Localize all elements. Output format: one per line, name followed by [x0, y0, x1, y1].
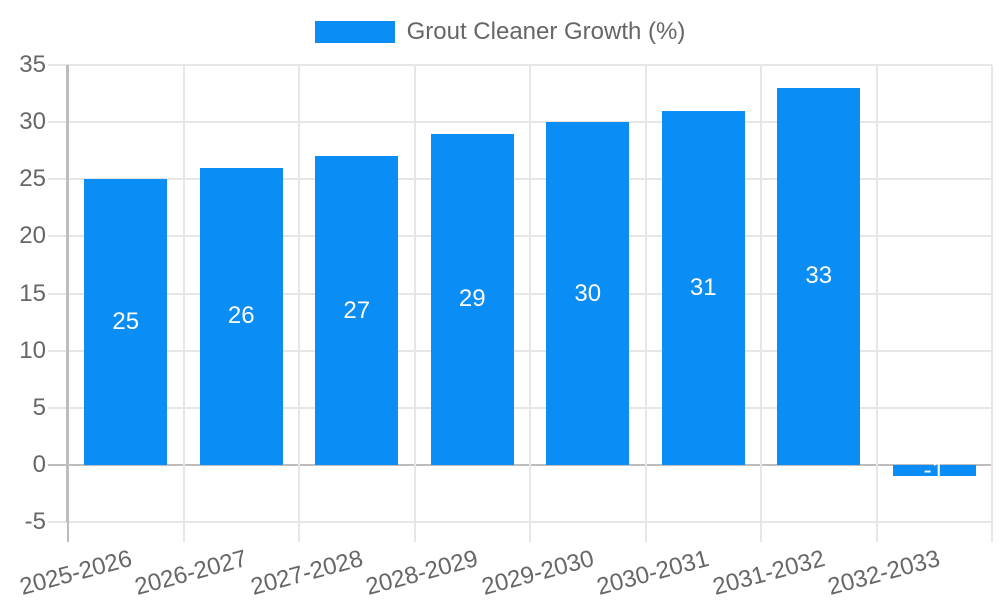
legend-item[interactable]: Grout Cleaner Growth (%) [0, 16, 1000, 48]
gridline-x-2 [298, 65, 300, 522]
x-tick-label-text: 2028-2029 [363, 545, 482, 601]
bar-2025-2026[interactable] [84, 179, 168, 465]
y-tick-label: 20 [19, 222, 46, 250]
x-tick-mark [991, 522, 993, 542]
x-tick-label-text: 2029-2030 [478, 545, 597, 601]
y-tick-label: -5 [24, 508, 46, 535]
x-tick-mark [529, 522, 531, 542]
gridline-x-3 [413, 65, 416, 522]
y-tick-mark [48, 121, 68, 124]
gridline-x-4 [529, 65, 531, 522]
gridline-x-7 [875, 65, 878, 522]
x-tick-label-text: 2025-2026 [16, 545, 135, 601]
y-tick-label: 25 [19, 165, 46, 193]
bar-2032-2033[interactable] [892, 464, 976, 477]
x-tick-label-text: 2027-2028 [247, 545, 366, 601]
x-tick-mark [182, 522, 185, 542]
legend-swatch [314, 21, 395, 43]
y-axis-border [66, 65, 68, 522]
y-tick-label: 35 [19, 51, 46, 78]
y-tick-label: 15 [19, 279, 46, 307]
y-tick-mark [48, 64, 68, 66]
x-tick-mark [644, 522, 647, 542]
gridline-x-5 [644, 65, 647, 522]
y-tick-mark [48, 521, 68, 523]
legend-label: Grout Cleaner Growth (%) [406, 18, 686, 45]
bar-2026-2027[interactable] [199, 167, 283, 465]
bar-2030-2031[interactable] [661, 110, 745, 465]
bar-2031-2032[interactable] [777, 87, 861, 465]
bar-2027-2028[interactable] [315, 156, 399, 465]
bar-2029-2030[interactable] [546, 122, 630, 465]
y-tick-mark [48, 406, 68, 409]
x-tick-mark [298, 522, 300, 542]
y-tick-mark [48, 235, 68, 238]
y-tick-mark [48, 349, 68, 352]
y-tick-label: 10 [19, 336, 46, 364]
y-tick-label: 30 [19, 108, 46, 136]
x-tick-label-text: 2032-2033 [825, 545, 944, 601]
gridline-x-1 [182, 65, 185, 522]
x-tick-mark [875, 522, 878, 542]
gridline-x-6 [760, 65, 762, 522]
gridline-x-8 [991, 65, 993, 522]
bar-2028-2029[interactable] [430, 133, 514, 465]
x-tick-label-text: 2026-2027 [132, 545, 251, 601]
y-tick-label: 0 [32, 450, 46, 478]
y-tick-label: 5 [32, 393, 46, 421]
x-tick-label-text: 2031-2032 [709, 545, 828, 601]
x-tick-mark [67, 522, 69, 542]
y-tick-mark [48, 463, 68, 466]
gridline-x-0 [67, 65, 69, 522]
x-tick-label-text: 2030-2031 [594, 545, 713, 601]
y-tick-mark [48, 292, 68, 295]
y-tick-mark [48, 178, 68, 181]
x-tick-mark [760, 522, 762, 542]
x-tick-mark [413, 522, 416, 542]
